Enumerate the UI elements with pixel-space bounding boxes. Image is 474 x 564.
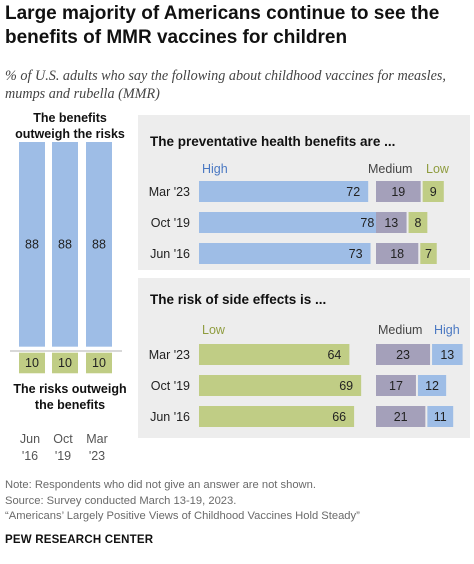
p1-label-medium-0: 19 — [391, 185, 405, 199]
benefits-high-header: High — [202, 162, 228, 176]
note-line: Note: Respondents who did not give an an… — [5, 479, 316, 491]
p2-label-low-1: 69 — [339, 379, 353, 393]
side-effects-low-header: Low — [202, 323, 225, 337]
p2-bar-low-0 — [199, 344, 350, 365]
p2-bar-medium-0 — [376, 344, 431, 365]
vbar-risks-label-1: 10 — [58, 356, 72, 370]
p1-row-label-1: Oct '19 — [151, 216, 190, 230]
p1-label-high-1: 78 — [360, 216, 374, 230]
benefits-low-header: Low — [426, 162, 449, 176]
vbar-benefits-label-0: 88 — [25, 237, 39, 251]
vbar-risks-label-2: 10 — [92, 356, 106, 370]
side-effects-medium-header: Medium — [378, 323, 423, 337]
p1-bar-high-0 — [199, 181, 369, 202]
vbar-benefits-label-1: 88 — [58, 237, 72, 251]
vertical-axis-ticks: Jun '16 Oct '19 Mar '23 — [0, 431, 140, 467]
p2-label-medium-2: 21 — [394, 410, 408, 424]
vbar-risks-label-0: 10 — [25, 356, 39, 370]
vbar-benefits-0 — [19, 142, 45, 347]
p1-row-label-0: Mar '23 — [149, 185, 190, 199]
p1-label-low-1: 8 — [414, 216, 421, 230]
p1-bar-low-2 — [420, 243, 437, 264]
tick-oct-19: Oct '19 — [53, 432, 73, 463]
p2-row-label-0: Mar '23 — [149, 348, 190, 362]
p2-bar-high-0 — [432, 344, 463, 365]
risks-outweigh-label: The risks outweigh the benefits — [13, 382, 127, 412]
p2-label-high-0: 13 — [440, 348, 454, 362]
vbar-risks-2 — [86, 352, 112, 374]
p2-bar-low-1 — [199, 375, 362, 396]
p2-label-low-2: 66 — [332, 410, 346, 424]
side-effects-bars: Mar '23 64 23 13 Oct '19 69 17 12 Jun '16 66 21 11 — [149, 344, 463, 427]
p1-label-low-2: 7 — [425, 247, 432, 261]
p1-label-medium-2: 18 — [390, 247, 404, 261]
p2-label-medium-0: 23 — [396, 348, 410, 362]
vbar-risks-1 — [52, 352, 78, 374]
p1-label-medium-1: 13 — [384, 216, 398, 230]
tick-mar-23: Mar '23 — [86, 432, 108, 463]
p1-label-high-2: 73 — [349, 247, 363, 261]
side-effects-panel: The risk of side effects is ... Low Medi… — [138, 278, 470, 438]
benefits-panel-title: The preventative health benefits are ... — [150, 134, 396, 149]
p2-row-label-2: Jun '16 — [150, 410, 190, 424]
p1-bar-low-0 — [422, 181, 444, 202]
p2-bar-low-2 — [199, 406, 355, 427]
p2-label-low-0: 64 — [327, 348, 341, 362]
p2-bar-medium-1 — [376, 375, 416, 396]
p1-bar-medium-1 — [376, 212, 407, 233]
report-title-line: “Americans’ Largely Positive Views of Ch… — [5, 510, 360, 522]
p1-bar-high-2 — [199, 243, 371, 264]
chart-subtitle: % of U.S. adults who say the following a… — [5, 68, 446, 102]
chart-title: Large majority of Americans continue to … — [5, 3, 440, 48]
p2-label-high-2: 11 — [434, 410, 447, 424]
p2-row-label-1: Oct '19 — [151, 379, 190, 393]
side-effects-panel-title: The risk of side effects is ... — [150, 292, 327, 307]
p2-label-high-1: 12 — [425, 379, 439, 393]
p1-bar-low-1 — [408, 212, 428, 233]
vertical-bar-chart: 88 10 88 10 88 10 — [10, 142, 122, 374]
p2-bar-medium-2 — [376, 406, 426, 427]
vbar-risks-0 — [19, 352, 45, 374]
side-effects-high-header: High — [434, 323, 460, 337]
vbar-benefits-1 — [52, 142, 78, 347]
source-line: Source: Survey conducted March 13-19, 20… — [5, 494, 237, 507]
benefits-outweigh-label: The benefits outweigh the risks — [15, 111, 125, 141]
vbar-benefits-2 — [86, 142, 112, 347]
tick-jun-16: Jun '16 — [19, 432, 41, 463]
p1-label-low-0: 9 — [430, 185, 437, 199]
p1-bar-high-1 — [199, 212, 383, 233]
notes: Note: Respondents who did not give an an… — [5, 478, 360, 525]
benefits-bars: Mar '23 72 19 9 Oct '19 78 13 8 Jun '16 73 18 7 — [149, 181, 444, 264]
p1-row-label-2: Jun '16 — [150, 247, 190, 261]
brand-logo-text: PEW RESEARCH CENTER — [5, 534, 154, 546]
p2-bar-high-2 — [427, 406, 454, 427]
benefits-panel: The preventative health benefits are ...… — [138, 115, 470, 270]
p2-bar-high-1 — [417, 375, 447, 396]
benefits-medium-header: Medium — [368, 162, 413, 176]
p1-label-high-0: 72 — [346, 185, 360, 199]
vbar-benefits-label-2: 88 — [92, 237, 106, 251]
p1-bar-medium-0 — [376, 181, 421, 202]
p1-bar-medium-2 — [376, 243, 419, 264]
p2-label-medium-1: 17 — [389, 379, 403, 393]
